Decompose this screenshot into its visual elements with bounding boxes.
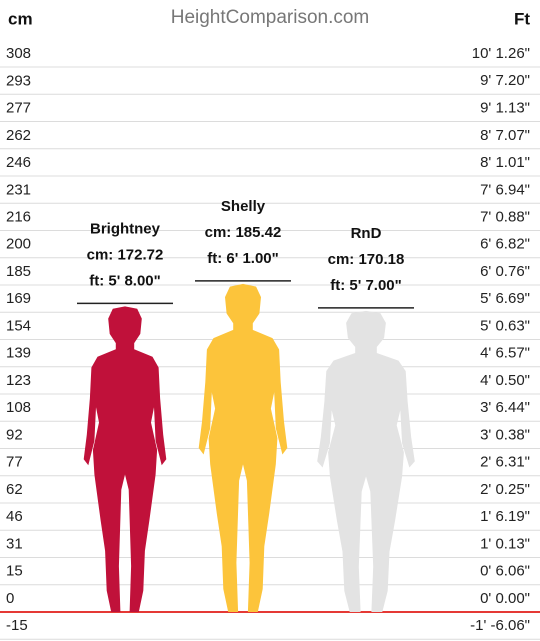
y-tick-label: 308: [6, 45, 31, 62]
y-tick-label: 62: [6, 481, 23, 498]
height-ft-label: ft: 5' 7.00": [330, 277, 402, 294]
height-ft-label: ft: 5' 8.00": [89, 272, 161, 289]
person-name: Shelly: [221, 198, 266, 215]
y2-tick-label: 4' 6.57": [480, 345, 530, 362]
person-silhouette: [83, 306, 167, 612]
y2-tick-label: 8' 7.07": [480, 127, 530, 144]
person-silhouette: [317, 310, 415, 612]
y2-tick-label: -1' -6.06": [470, 617, 530, 634]
y2-tick-label: 7' 0.88": [480, 209, 530, 226]
y-tick-label: 154: [6, 317, 31, 334]
y2-tick-label: 7' 6.94": [480, 181, 530, 198]
y-tick-label: 262: [6, 127, 31, 144]
y-tick-label: 246: [6, 154, 31, 171]
y-tick-label: 139: [6, 345, 31, 362]
height-ft-label: ft: 6' 1.00": [207, 250, 279, 267]
y-tick-label: 277: [6, 100, 31, 117]
y2-tick-label: 3' 6.44": [480, 399, 530, 416]
y2-tick-label: 6' 0.76": [480, 263, 530, 280]
y-tick-label: 31: [6, 535, 23, 552]
y-tick-label: 92: [6, 426, 23, 443]
person-name: RnD: [351, 225, 382, 242]
height-cm-label: cm: 172.72: [87, 246, 164, 263]
y-tick-label: 231: [6, 181, 31, 198]
y2-tick-label: 5' 0.63": [480, 317, 530, 334]
y2-tick-label: 9' 7.20": [480, 72, 530, 89]
y-tick-label: 108: [6, 399, 31, 416]
y-tick-label: 15: [6, 563, 23, 580]
y2-axis-label: Ft: [514, 9, 530, 28]
y2-tick-label: 3' 0.38": [480, 426, 530, 443]
person-silhouette: [198, 283, 288, 612]
y-tick-label: 169: [6, 290, 31, 307]
y-tick-label: 0: [6, 590, 14, 607]
y-tick-label: 293: [6, 72, 31, 89]
y2-tick-label: 4' 0.50": [480, 372, 530, 389]
y2-tick-label: 0' 0.00": [480, 590, 530, 607]
y-tick-label: 200: [6, 236, 31, 253]
height-cm-label: cm: 170.18: [328, 251, 405, 268]
height-cm-label: cm: 185.42: [205, 224, 282, 241]
y2-tick-label: 2' 0.25": [480, 481, 530, 498]
y2-tick-label: 5' 6.69": [480, 290, 530, 307]
y-tick-label: 185: [6, 263, 31, 280]
y-tick-label: -15: [6, 617, 28, 634]
y2-tick-label: 10' 1.26": [472, 45, 530, 62]
y2-tick-label: 1' 0.13": [480, 535, 530, 552]
y-tick-label: 123: [6, 372, 31, 389]
y2-tick-label: 0' 6.06": [480, 563, 530, 580]
y2-tick-label: 6' 6.82": [480, 236, 530, 253]
y2-tick-label: 8' 1.01": [480, 154, 530, 171]
y-tick-label: 77: [6, 454, 23, 471]
y-axis-label: cm: [8, 9, 33, 28]
y2-tick-label: 9' 1.13": [480, 100, 530, 117]
y-tick-label: 46: [6, 508, 23, 525]
y-tick-label: 216: [6, 209, 31, 226]
y2-tick-label: 1' 6.19": [480, 508, 530, 525]
person-name: Brightney: [90, 220, 161, 237]
chart-title: HeightComparison.com: [171, 7, 370, 28]
y2-tick-label: 2' 6.31": [480, 454, 530, 471]
